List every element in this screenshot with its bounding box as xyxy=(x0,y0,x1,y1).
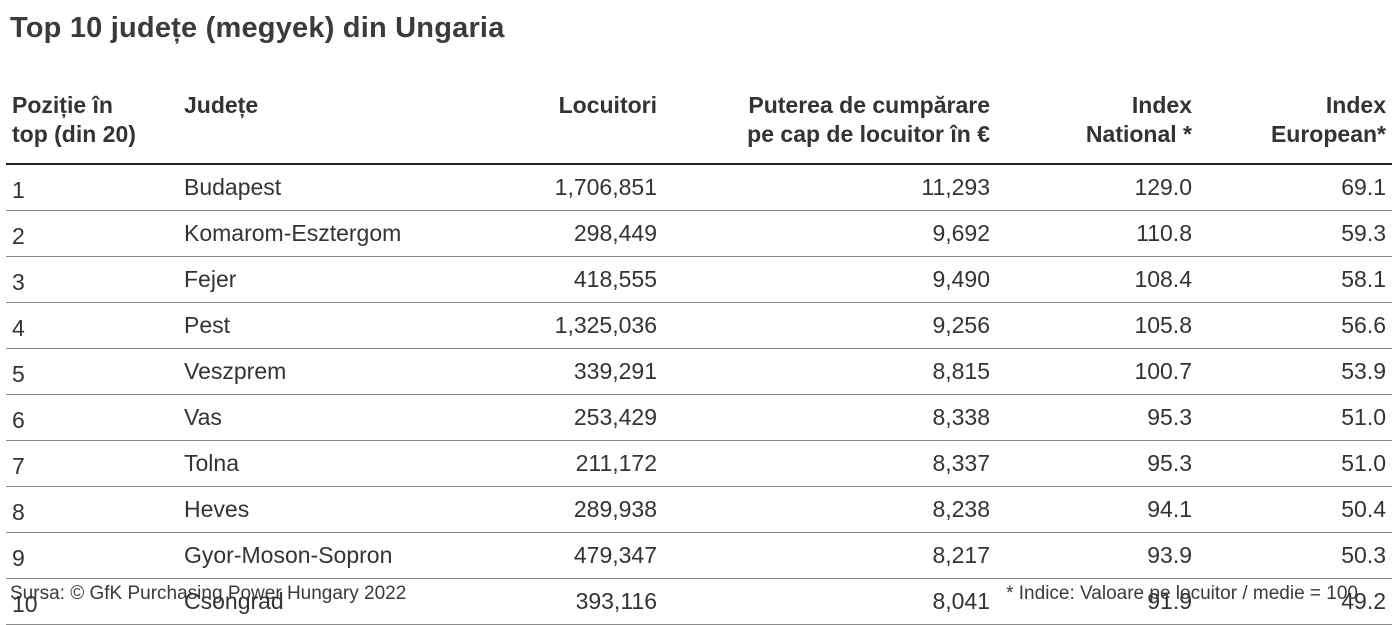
table-row: 3 Fejer 418,555 9,490 108.4 58.1 xyxy=(6,256,1392,303)
header-purchasing-power-line-2: pe cap de locuitor în € xyxy=(747,121,990,147)
index-footnote: * Indice: Valoare pe locuitor / medie = … xyxy=(1006,583,1358,604)
cell-index-national: 110.8 xyxy=(996,210,1198,257)
cell-index-national: 95.3 xyxy=(996,440,1198,487)
cell-population: 418,555 xyxy=(503,256,663,303)
header-row: Poziție în top (din 20) Județe Locuitori… xyxy=(6,88,1392,165)
cell-purchasing-power: 9,256 xyxy=(663,302,996,349)
source-note: Sursa: © GfK Purchasing Power Hungary 20… xyxy=(10,583,407,604)
cell-population: 339,291 xyxy=(503,348,663,395)
cell-population: 393,116 xyxy=(503,578,663,625)
cell-position: 4 xyxy=(6,302,178,349)
page-title: Top 10 județe (megyek) din Ungaria xyxy=(10,12,505,44)
table-row: 4 Pest 1,325,036 9,256 105.8 56.6 xyxy=(6,302,1392,349)
cell-county: Pest xyxy=(178,302,503,349)
cell-population: 1,706,851 xyxy=(503,164,663,211)
header-index-national: Index National * xyxy=(996,88,1198,165)
cell-position: 7 xyxy=(6,440,178,487)
cell-county: Budapest xyxy=(178,164,503,211)
cell-index-european: 51.0 xyxy=(1198,394,1392,441)
cell-population: 211,172 xyxy=(503,440,663,487)
cell-position: 6 xyxy=(6,394,178,441)
header-index-european-line-1: Index xyxy=(1325,92,1386,118)
table-row: 1 Budapest 1,706,851 11,293 129.0 69.1 xyxy=(6,164,1392,211)
cell-position: 8 xyxy=(6,486,178,533)
cell-population: 289,938 xyxy=(503,486,663,533)
cell-county: Tolna xyxy=(178,440,503,487)
cell-index-european: 58.1 xyxy=(1198,256,1392,303)
cell-index-national: 100.7 xyxy=(996,348,1198,395)
header-population-line-1: Locuitori xyxy=(558,92,657,118)
cell-purchasing-power: 11,293 xyxy=(663,164,996,211)
header-index-european-line-2: European* xyxy=(1270,121,1386,147)
header-position-line-1: Poziție în xyxy=(12,92,113,118)
cell-position: 1 xyxy=(6,164,178,211)
table-row: 2 Komarom-Esztergom 298,449 9,692 110.8 … xyxy=(6,210,1392,257)
table-row: 8 Heves 289,938 8,238 94.1 50.4 xyxy=(6,486,1392,533)
table-row: 5 Veszprem 339,291 8,815 100.7 53.9 xyxy=(6,348,1392,395)
header-index-national-line-1: Index xyxy=(1131,92,1192,118)
cell-population: 253,429 xyxy=(503,394,663,441)
cell-position: 3 xyxy=(6,256,178,303)
cell-index-national: 129.0 xyxy=(996,164,1198,211)
cell-index-national: 93.9 xyxy=(996,532,1198,579)
cell-index-european: 53.9 xyxy=(1198,348,1392,395)
cell-population: 298,449 xyxy=(503,210,663,257)
table-row: 6 Vas 253,429 8,338 95.3 51.0 xyxy=(6,394,1392,441)
cell-position: 2 xyxy=(6,210,178,257)
cell-index-national: 108.4 xyxy=(996,256,1198,303)
table-row: 7 Tolna 211,172 8,337 95.3 51.0 xyxy=(6,440,1392,487)
header-purchasing-power: Puterea de cumpărare pe cap de locuitor … xyxy=(663,88,996,165)
cell-purchasing-power: 8,337 xyxy=(663,440,996,487)
cell-position: 9 xyxy=(6,532,178,579)
header-county: Județe xyxy=(178,88,503,165)
cell-index-european: 51.0 xyxy=(1198,440,1392,487)
cell-index-european: 56.6 xyxy=(1198,302,1392,349)
table-header: Poziție în top (din 20) Județe Locuitori… xyxy=(6,88,1392,165)
header-index-national-line-2: National * xyxy=(1085,121,1192,147)
cell-population: 479,347 xyxy=(503,532,663,579)
header-county-line-1: Județe xyxy=(184,92,259,118)
cell-position: 5 xyxy=(6,348,178,395)
header-population: Locuitori xyxy=(503,88,663,165)
cell-county: Heves xyxy=(178,486,503,533)
cell-purchasing-power: 8,041 xyxy=(663,578,996,625)
cell-county: Vas xyxy=(178,394,503,441)
cell-purchasing-power: 8,338 xyxy=(663,394,996,441)
cell-purchasing-power: 8,217 xyxy=(663,532,996,579)
cell-purchasing-power: 8,815 xyxy=(663,348,996,395)
cell-county: Komarom-Esztergom xyxy=(178,210,503,257)
header-position-line-2: top (din 20) xyxy=(12,121,136,147)
header-purchasing-power-line-1: Puterea de cumpărare xyxy=(748,92,990,118)
cell-purchasing-power: 8,238 xyxy=(663,486,996,533)
cell-county: Veszprem xyxy=(178,348,503,395)
cell-purchasing-power: 9,490 xyxy=(663,256,996,303)
header-position: Poziție în top (din 20) xyxy=(6,88,178,165)
cell-index-european: 50.3 xyxy=(1198,532,1392,579)
cell-purchasing-power: 9,692 xyxy=(663,210,996,257)
cell-population: 1,325,036 xyxy=(503,302,663,349)
table-row: 9 Gyor-Moson-Sopron 479,347 8,217 93.9 5… xyxy=(6,532,1392,579)
cell-index-national: 95.3 xyxy=(996,394,1198,441)
cell-index-national: 94.1 xyxy=(996,486,1198,533)
cell-county: Fejer xyxy=(178,256,503,303)
cell-index-european: 50.4 xyxy=(1198,486,1392,533)
cell-county: Gyor-Moson-Sopron xyxy=(178,532,503,579)
cell-index-european: 59.3 xyxy=(1198,210,1392,257)
table-body: 1 Budapest 1,706,851 11,293 129.0 69.1 2… xyxy=(6,164,1392,625)
header-index-european: Index European* xyxy=(1198,88,1392,165)
cell-index-european: 69.1 xyxy=(1198,164,1392,211)
cell-index-national: 105.8 xyxy=(996,302,1198,349)
county-table: Poziție în top (din 20) Județe Locuitori… xyxy=(6,88,1392,625)
